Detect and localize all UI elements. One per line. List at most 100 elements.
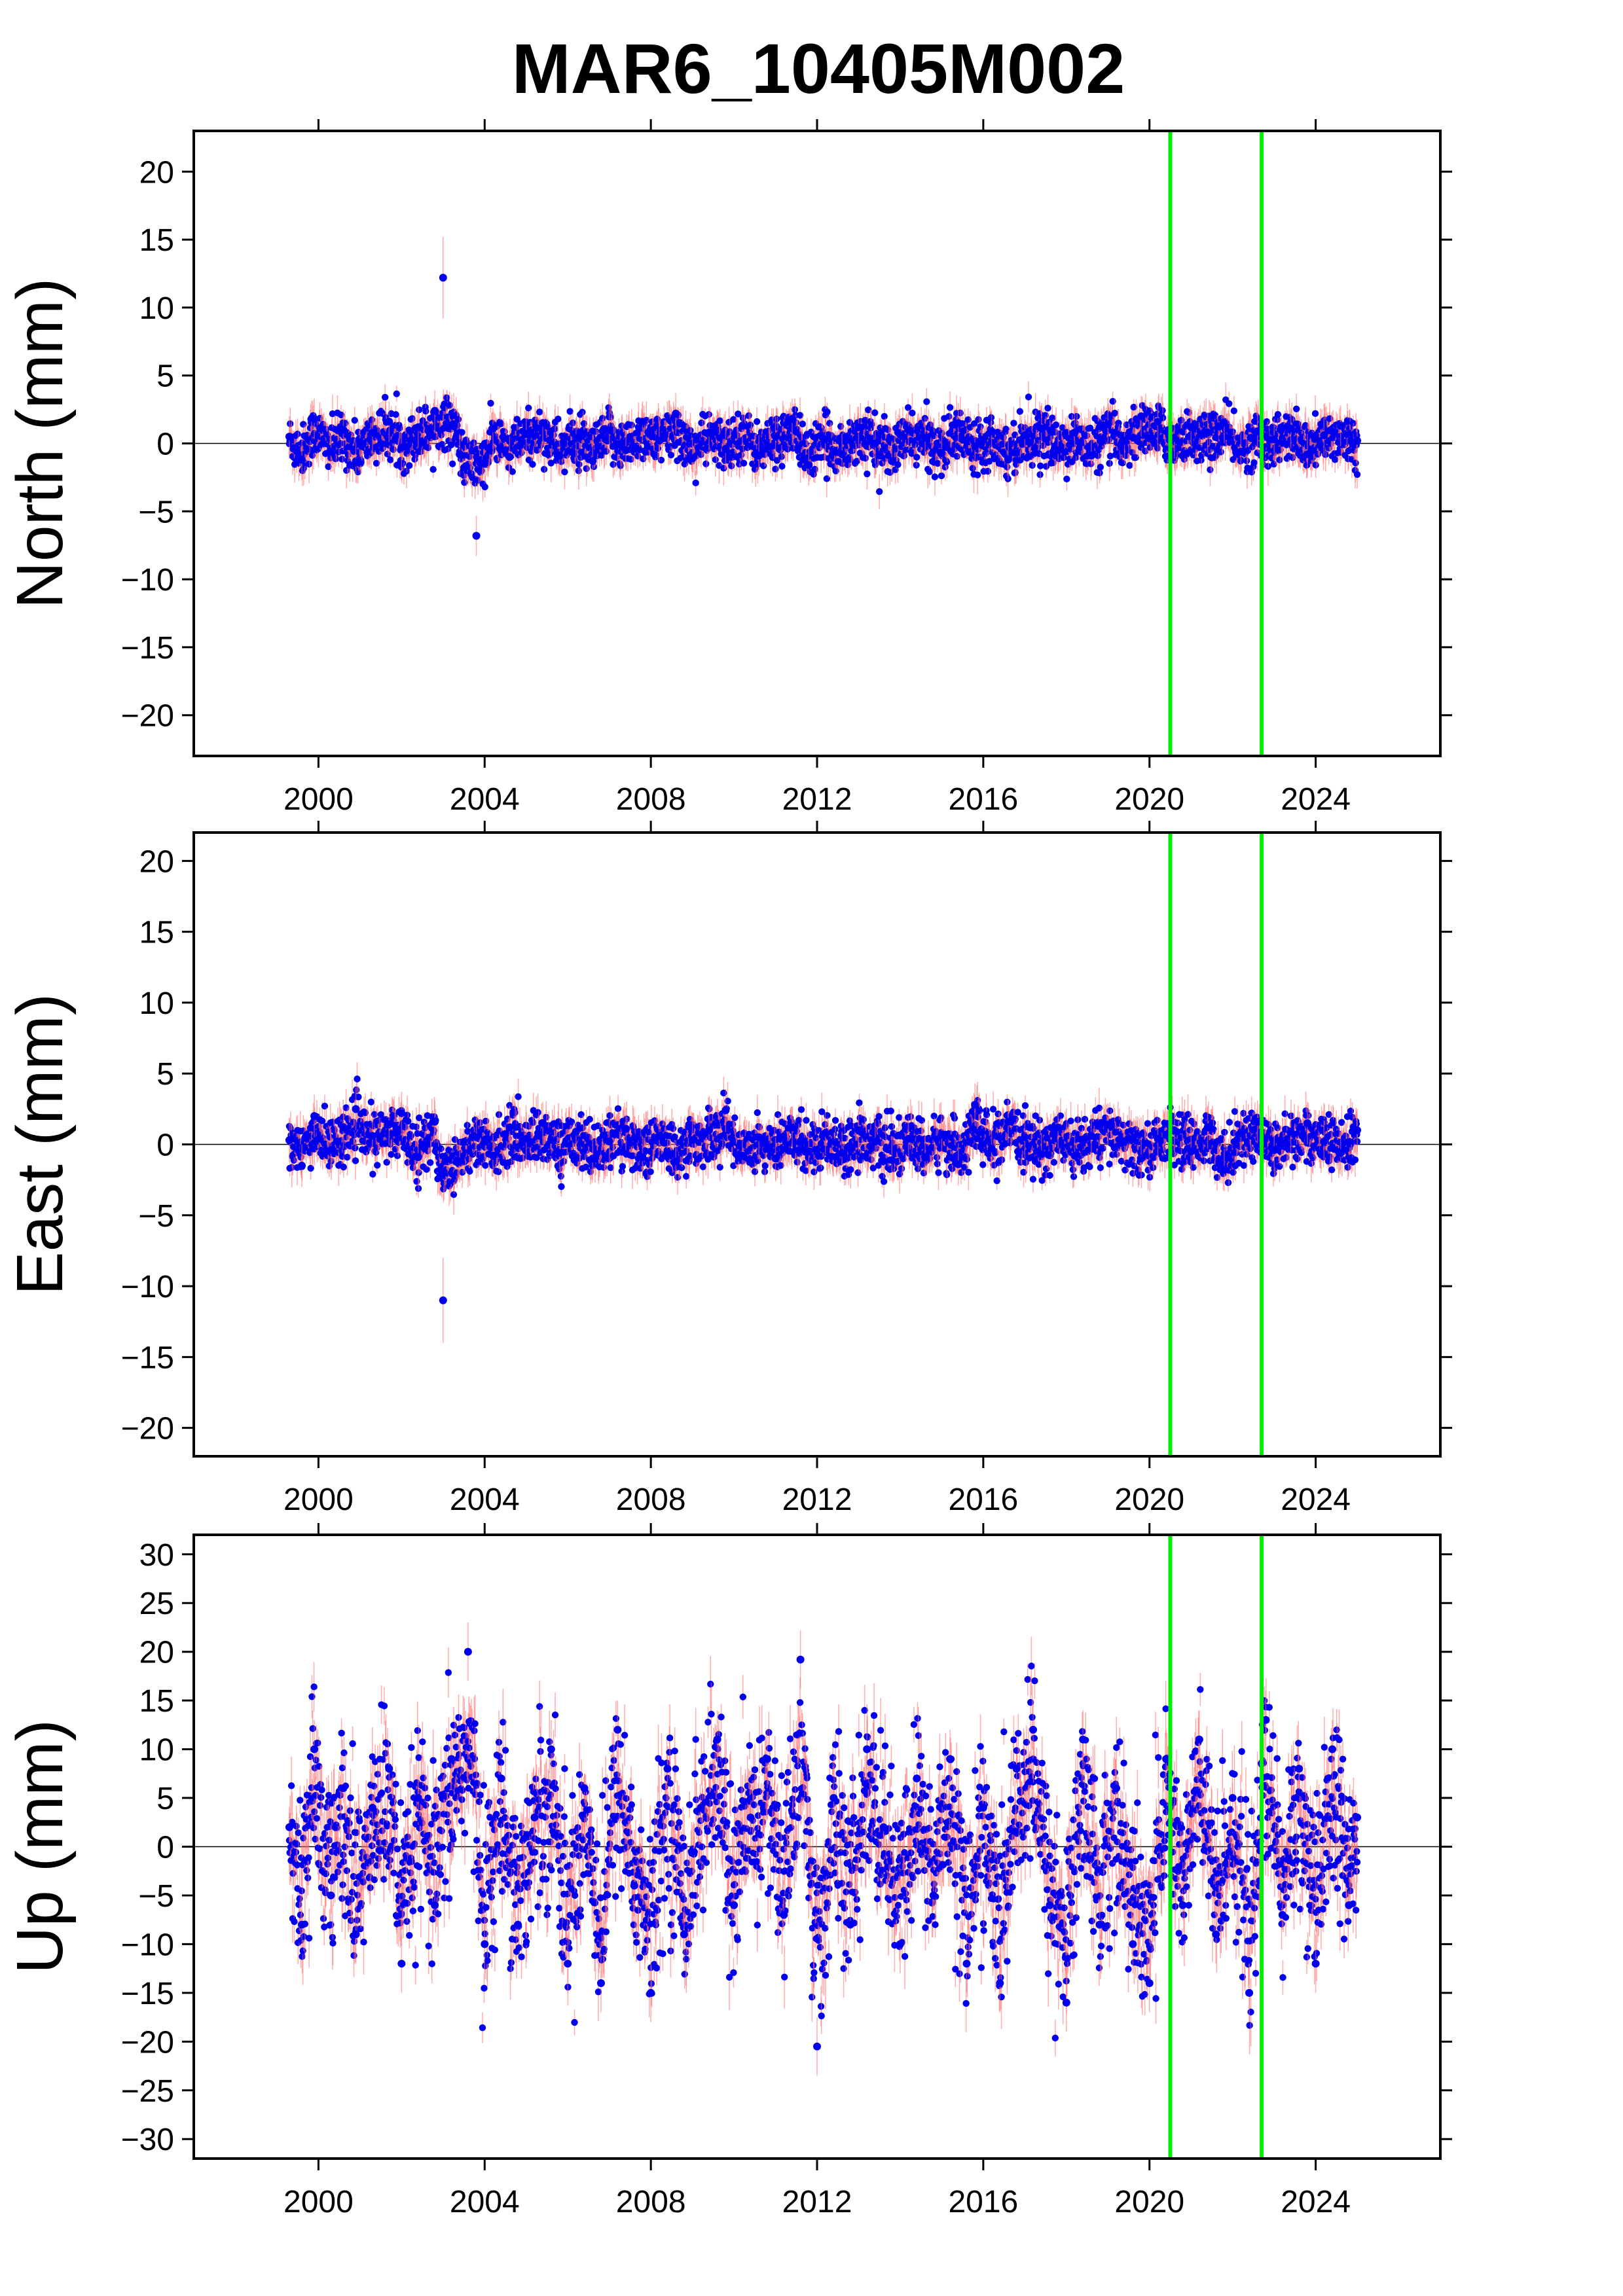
data-point bbox=[1112, 1784, 1120, 1793]
data-point bbox=[755, 1133, 763, 1141]
data-point bbox=[863, 1745, 871, 1753]
y-tick-label: −15 bbox=[121, 631, 174, 666]
data-point bbox=[954, 1160, 962, 1168]
data-point bbox=[431, 1901, 439, 1909]
data-point bbox=[838, 1149, 847, 1157]
data-point bbox=[1245, 1988, 1254, 1997]
data-point bbox=[352, 1930, 360, 1939]
data-point bbox=[1270, 1146, 1279, 1155]
y-tick-label: 0 bbox=[156, 1831, 174, 1865]
data-point bbox=[954, 419, 962, 427]
data-point bbox=[431, 1117, 439, 1126]
data-point bbox=[1120, 1138, 1129, 1146]
data-point bbox=[1345, 1901, 1353, 1909]
y-tick-label: 15 bbox=[139, 223, 174, 258]
data-point bbox=[1170, 434, 1178, 442]
data-point bbox=[721, 1106, 730, 1115]
data-point bbox=[1070, 1151, 1079, 1160]
data-point bbox=[1262, 1715, 1270, 1724]
data-point bbox=[522, 429, 530, 438]
data-point bbox=[1203, 428, 1212, 437]
data-point bbox=[805, 1147, 813, 1156]
data-point bbox=[385, 1765, 393, 1773]
data-point bbox=[771, 1155, 780, 1163]
data-point bbox=[1295, 1765, 1304, 1773]
data-point bbox=[1046, 1901, 1054, 1909]
data-point bbox=[368, 1803, 376, 1812]
data-point bbox=[530, 1813, 539, 1821]
data-point bbox=[472, 1133, 481, 1141]
data-point bbox=[1203, 1123, 1212, 1132]
data-point bbox=[310, 1112, 319, 1121]
data-point bbox=[339, 1123, 348, 1132]
data-point bbox=[1004, 1117, 1012, 1126]
data-point bbox=[680, 1930, 688, 1939]
y-tick-label: 10 bbox=[139, 1733, 174, 1768]
data-point bbox=[704, 428, 713, 437]
data-point bbox=[1253, 427, 1262, 435]
data-point bbox=[1278, 1910, 1286, 1919]
data-point bbox=[938, 449, 946, 457]
data-point bbox=[572, 1128, 580, 1136]
data-point bbox=[672, 1157, 680, 1166]
data-point bbox=[1353, 437, 1362, 445]
data-point bbox=[721, 444, 730, 453]
data-point bbox=[971, 1100, 979, 1109]
y-tick-label: −10 bbox=[121, 563, 174, 598]
data-point bbox=[1137, 1155, 1146, 1163]
y-tick-label: 5 bbox=[156, 359, 174, 394]
y-axis-label: North (mm) bbox=[3, 278, 77, 609]
data-point bbox=[1154, 1134, 1162, 1143]
data-point bbox=[913, 1774, 921, 1783]
data-point bbox=[1286, 1128, 1295, 1136]
data-point bbox=[622, 446, 630, 454]
data-point bbox=[879, 1823, 888, 1831]
data-point bbox=[805, 461, 813, 469]
data-point bbox=[514, 1920, 522, 1929]
data-point bbox=[1336, 422, 1345, 430]
y-tick-label: 5 bbox=[156, 1057, 174, 1092]
data-point bbox=[310, 415, 319, 423]
y-tick-label: 0 bbox=[156, 427, 174, 462]
data-point bbox=[738, 1151, 746, 1160]
data-point bbox=[962, 1960, 971, 1968]
x-tick-label: 2016 bbox=[948, 1482, 1018, 1517]
north-panel: 20 15 10 5 0 −5 −10 −15 −20 2000 2004 2008 2012 2016 2… bbox=[3, 119, 1452, 817]
data-point bbox=[285, 1136, 293, 1145]
data-point bbox=[414, 1153, 422, 1161]
data-point bbox=[1104, 420, 1112, 429]
data-point bbox=[904, 425, 913, 434]
data-point bbox=[397, 1960, 406, 1968]
data-point bbox=[788, 1123, 796, 1132]
data-point bbox=[1087, 452, 1095, 460]
data-point bbox=[688, 454, 697, 463]
x-tick-label: 2012 bbox=[782, 1482, 852, 1517]
data-point bbox=[638, 418, 647, 426]
data-point bbox=[605, 1138, 613, 1146]
up-panel: 30 25 20 15 10 5 0 −5 −10 −15 −20 −25 −30 2000 2004 200… bbox=[3, 1523, 1452, 2219]
data-point bbox=[352, 1105, 360, 1113]
data-point bbox=[488, 424, 497, 433]
figure-title: MAR6_10405M002 bbox=[512, 29, 1125, 108]
data-point bbox=[1286, 424, 1295, 433]
data-point bbox=[1220, 419, 1228, 427]
data-point bbox=[1212, 1930, 1220, 1939]
data-point bbox=[688, 1136, 697, 1145]
data-point bbox=[285, 433, 293, 441]
data-points bbox=[285, 1062, 1362, 1343]
data-point bbox=[771, 433, 780, 441]
data-point bbox=[547, 1745, 555, 1753]
data-point bbox=[439, 1296, 447, 1304]
x-tick-label: 2004 bbox=[450, 1482, 520, 1517]
y-tick-label: −15 bbox=[121, 1977, 174, 2011]
data-point bbox=[1004, 456, 1012, 464]
data-point bbox=[704, 1126, 713, 1134]
data-point bbox=[987, 427, 996, 435]
data-point bbox=[1320, 431, 1328, 440]
data-point bbox=[638, 1153, 647, 1161]
data-point bbox=[1187, 423, 1195, 431]
y-tick-label: −5 bbox=[138, 495, 174, 529]
y-tick-label: 10 bbox=[139, 986, 174, 1021]
data-point bbox=[605, 425, 613, 434]
data-point bbox=[1062, 1998, 1070, 2007]
